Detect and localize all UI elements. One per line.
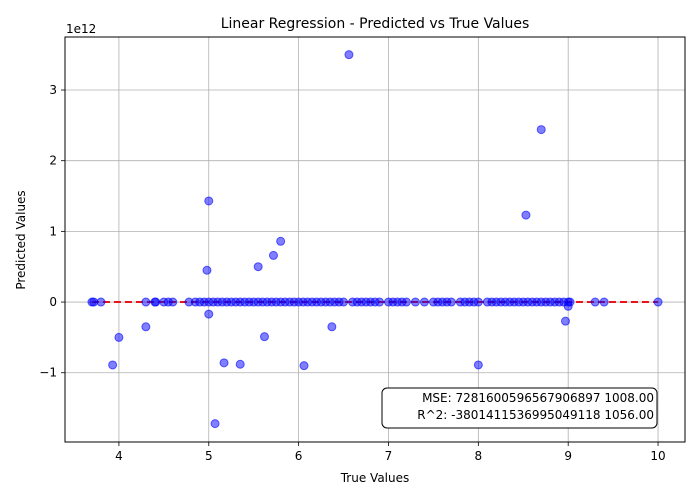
scatter-point [560, 316, 570, 326]
scatter-point [473, 360, 483, 370]
y-axis-label: Predicted Values [14, 190, 28, 289]
scatter-point [259, 332, 269, 342]
scatter-point [419, 297, 429, 307]
scatter-point [327, 322, 337, 332]
r2-text: R^2: -3801411536995049118 1056.00 [417, 408, 654, 422]
y-tick-label: −1 [39, 366, 57, 380]
scatter-point [253, 262, 263, 272]
y-tick-label: 1 [49, 224, 57, 238]
scatter-point [344, 50, 354, 60]
scatter-point [653, 297, 663, 307]
scatter-point [401, 297, 411, 307]
scatter-point [168, 297, 178, 307]
axis-ticks: 4 5 6 7 8 9 10 −1 0 1 2 3 [39, 83, 665, 463]
y-tick-label: 2 [49, 154, 57, 168]
scatter-point [204, 309, 214, 319]
y-offset-label: 1e12 [66, 22, 96, 36]
scatter-point [268, 250, 278, 260]
x-tick-label: 9 [564, 449, 572, 463]
scatter-point [374, 297, 384, 307]
scatter-point [563, 301, 573, 311]
scatter-point [96, 297, 106, 307]
metrics-annotation-box [381, 387, 658, 429]
scatter-point [299, 361, 309, 371]
scatter-point [114, 332, 124, 342]
scatter-point [590, 297, 600, 307]
plot-area-frame [64, 36, 686, 443]
scatter-point [219, 358, 229, 368]
x-tick-label: 4 [115, 449, 123, 463]
scatter-point [521, 210, 531, 220]
scatter-point [599, 297, 609, 307]
x-tick-label: 5 [205, 449, 213, 463]
scatter-point [276, 236, 286, 246]
scatter-point [536, 125, 546, 135]
x-axis-label: True Values [340, 471, 410, 485]
scatter-point [210, 419, 220, 429]
scatter-points [87, 50, 663, 429]
x-tick-label: 6 [295, 449, 303, 463]
scatter-point [108, 360, 118, 370]
x-tick-label: 8 [475, 449, 483, 463]
scatter-point [235, 359, 245, 369]
scatter-point [339, 297, 349, 307]
scatter-point [151, 297, 161, 307]
x-tick-label: 7 [385, 449, 393, 463]
scatter-point [204, 196, 214, 206]
y-tick-label: 3 [49, 83, 57, 97]
x-tick-label: 10 [650, 449, 665, 463]
scatter-point [446, 297, 456, 307]
scatter-point [202, 265, 212, 275]
scatter-point [410, 297, 420, 307]
scatter-point [141, 322, 151, 332]
scatter-point [141, 297, 151, 307]
metrics-annotation: MSE: 7281600596567906897 1008.00 R^2: -3… [381, 387, 658, 429]
mse-text: MSE: 7281600596567906897 1008.00 [422, 391, 654, 405]
chart-title: Linear Regression - Predicted vs True Va… [221, 16, 530, 32]
scatter-point [473, 297, 483, 307]
y-tick-label: 0 [49, 295, 57, 309]
